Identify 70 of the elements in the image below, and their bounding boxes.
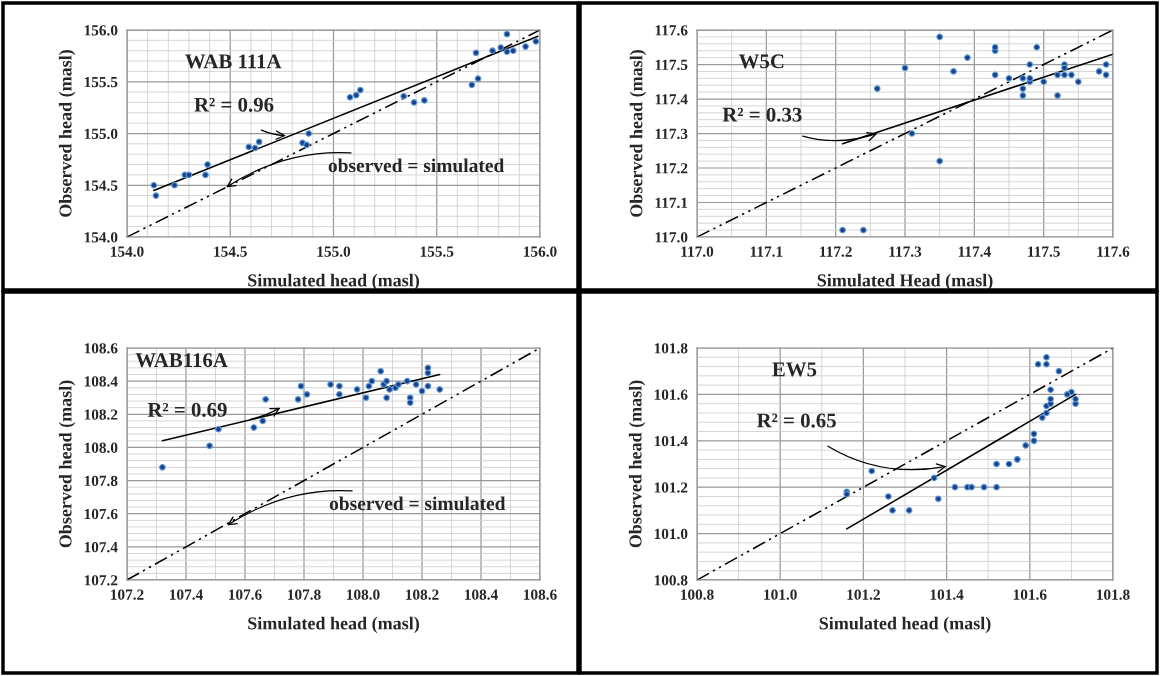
x-tick-label: 117.1 (750, 246, 783, 257)
y-tick-label: 117.3 (655, 128, 688, 140)
y-tick-label: 117.6 (655, 25, 688, 36)
x-tick-label: 107.6 (229, 589, 262, 600)
y-tick-label: 155.5 (84, 76, 118, 88)
x-tick-label: 101.4 (930, 589, 964, 600)
x-tick-label: 100.8 (681, 589, 714, 600)
x-tick-label: 108.6 (524, 589, 557, 600)
annotation: observed = simulated (329, 496, 506, 511)
annotation: EW5 (772, 362, 817, 377)
y-tick-label: 154.5 (84, 180, 118, 191)
y-tick-label: 100.8 (654, 575, 688, 586)
x-tick-label: 117.6 (1097, 246, 1130, 257)
x-tick-label: 154.5 (214, 246, 247, 257)
y-tick-label: 154.0 (84, 232, 118, 243)
y-axis-title: Observed head (masl) (628, 380, 646, 548)
y-tick-label: 101.8 (654, 343, 688, 354)
x-tick-label: 107.4 (170, 589, 203, 600)
x-axis-title: Simulated head (masl) (248, 273, 419, 291)
x-tick-label: 117.0 (681, 246, 714, 257)
y-tick-label: 107.2 (84, 575, 118, 586)
annotation: R² = 0.33 (722, 107, 802, 122)
x-tick-label: 117.4 (958, 246, 991, 257)
annotation: R² = 0.96 (194, 97, 274, 112)
y-tick-label: 101.2 (654, 482, 688, 493)
y-tick-label: 108.0 (84, 442, 118, 453)
y-axis-title: Observed head (masl) (629, 50, 647, 217)
y-tick-label: 107.4 (84, 542, 118, 553)
x-axis-title: Simulated head (masl) (248, 616, 419, 634)
y-tick-label: 107.8 (84, 475, 118, 487)
y-tick-label: 117.5 (655, 59, 688, 71)
y-tick-label: 108.2 (84, 409, 118, 420)
x-tick-label: 117.2 (820, 246, 852, 257)
x-tick-label: 155.5 (420, 246, 454, 257)
y-tick-label: 101.6 (654, 389, 688, 400)
annotation: W5C (738, 54, 784, 69)
y-tick-label: 117.2 (655, 163, 688, 174)
x-tick-label: 108.2 (406, 589, 439, 600)
y-axis-title: Observed head (masl) (58, 50, 76, 217)
y-tick-label: 117.1 (655, 197, 688, 209)
x-tick-label: 108.4 (465, 589, 498, 600)
x-tick-label: 154.0 (111, 246, 144, 257)
y-tick-label: 117.0 (655, 232, 688, 243)
annotation: observed = simulated (328, 158, 505, 173)
annotation: R² = 0.65 (756, 413, 836, 428)
y-tick-label: 156.0 (84, 25, 118, 36)
y-axis-title: Observed head (masl) (58, 380, 76, 548)
annotation: WAB116A (135, 353, 228, 368)
x-tick-label: 107.2 (111, 589, 144, 600)
y-tick-label: 108.4 (84, 376, 118, 387)
x-tick-label: 117.3 (889, 246, 922, 257)
y-tick-label: 155.0 (84, 128, 118, 140)
x-tick-label: 101.8 (1097, 589, 1130, 600)
annotation: WAB 111A (185, 54, 282, 69)
x-tick-label: 108.0 (347, 589, 380, 600)
x-axis-title: Simulated Head (masl) (817, 273, 993, 291)
x-tick-label: 107.8 (288, 589, 321, 600)
x-tick-label: 101.2 (847, 589, 880, 600)
y-tick-label: 101.0 (654, 528, 688, 540)
y-tick-label: 101.4 (654, 435, 688, 447)
x-axis-title: Simulated head (masl) (819, 616, 991, 634)
x-tick-label: 155.0 (317, 246, 351, 257)
x-tick-label: 117.5 (1028, 246, 1060, 257)
y-tick-label: 107.6 (84, 508, 118, 520)
y-tick-label: 117.4 (655, 94, 688, 105)
x-tick-label: 101.6 (1013, 589, 1047, 600)
x-tick-label: 156.0 (524, 246, 557, 257)
x-tick-label: 101.0 (764, 589, 797, 600)
y-tick-label: 108.6 (84, 343, 118, 354)
annotation: R² = 0.69 (147, 402, 227, 417)
